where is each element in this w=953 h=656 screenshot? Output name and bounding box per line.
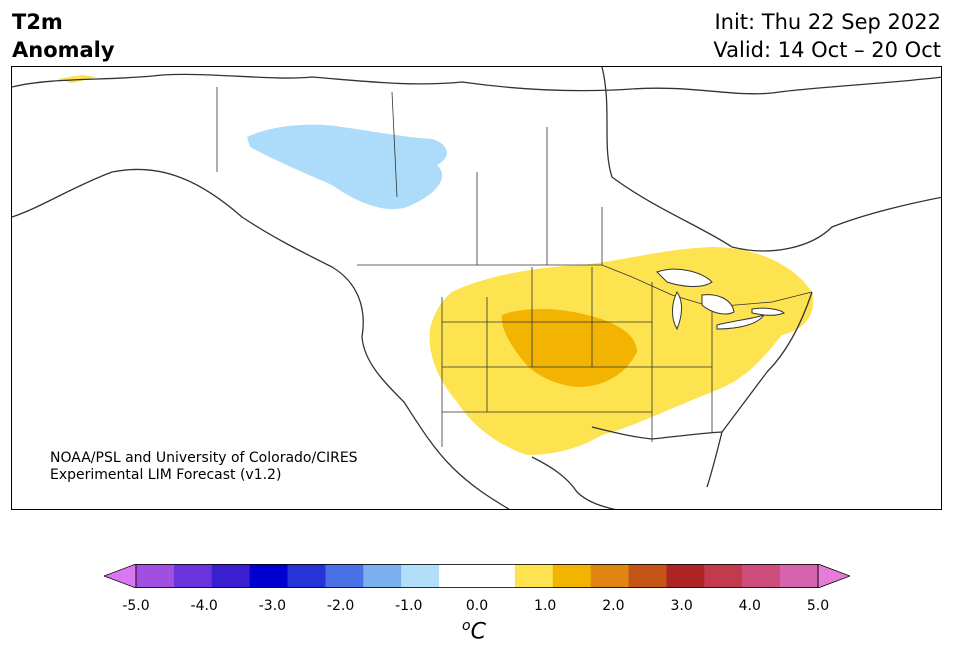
init-date: Init: Thu 22 Sep 2022	[714, 10, 941, 34]
arctic-warm-spot	[57, 75, 97, 83]
colorbar-bin	[136, 564, 175, 588]
colorbar-bin	[439, 564, 478, 588]
colorbar-bin	[173, 564, 213, 588]
colorbar-tick-label: 2.0	[602, 598, 625, 614]
colorbar-bin	[552, 564, 592, 588]
data-credit: NOAA/PSL and University of Colorado/CIRE…	[50, 450, 358, 484]
map-panel: NOAA/PSL and University of Colorado/CIRE…	[11, 66, 942, 510]
valid-range: Valid: 14 Oct – 20 Oct	[713, 38, 941, 62]
forecast-dates: Init: Thu 22 Sep 2022 Valid: 14 Oct – 20…	[713, 8, 941, 64]
strong-warm-anomaly-region	[501, 309, 637, 387]
colorbar-tick-label: -5.0	[122, 598, 150, 614]
colorbar-svg	[102, 563, 852, 589]
colorbar-bin	[666, 564, 705, 588]
colorbar-bin	[363, 564, 402, 588]
map-title-line2: Anomaly	[12, 38, 115, 62]
colorbar-frame	[135, 564, 819, 589]
colorbar-unit: oC	[462, 618, 486, 644]
colorbar-tick-label: 0.0	[465, 598, 489, 614]
colorbar-ticks: -5.0 -4.0 -3.0 -2.0 -1.0 0.0 1.0 2.0 3.0 4.0 5.0	[0, 598, 953, 618]
colorbar-tick-label: 3.0	[670, 598, 693, 614]
cold-anomaly-region	[247, 124, 447, 210]
colorbar-bin	[325, 564, 364, 588]
colorbar-bin	[211, 564, 251, 588]
colorbar-extension-low	[102, 563, 137, 589]
colorbar-tick-label: 5.0	[806, 598, 830, 614]
colorbar-bin	[628, 564, 667, 588]
map-canvas	[12, 67, 941, 509]
political-borders	[216, 87, 813, 447]
colorbar-bin	[287, 564, 326, 588]
colorbar-bin	[477, 564, 516, 588]
colorbar-tick-label: 1.0	[534, 598, 557, 614]
credit-line2: Experimental LIM Forecast (v1.2)	[50, 467, 282, 483]
great-lakes	[656, 268, 785, 331]
colorbar-bin	[780, 564, 819, 588]
colorbar-extension-high	[817, 563, 852, 589]
credit-line1: NOAA/PSL and University of Colorado/CIRE…	[50, 450, 358, 466]
colorbar-tick-label: -2.0	[326, 598, 355, 614]
colorbar	[102, 563, 852, 589]
colorbar-bin	[704, 564, 743, 588]
map-title-line1: T2m	[12, 10, 63, 34]
coastlines	[12, 67, 941, 509]
colorbar-bin	[742, 564, 781, 588]
unit-letter: C	[470, 619, 486, 645]
colorbar-tick-label: -4.0	[190, 598, 218, 614]
colorbar-tick-label: -3.0	[258, 598, 287, 614]
colorbar-bin	[590, 564, 630, 588]
map-title: T2m Anomaly	[12, 8, 115, 64]
colorbar-tick-label: -1.0	[395, 598, 423, 614]
colorbar-bin	[401, 564, 440, 588]
colorbar-tick-label: 4.0	[738, 598, 761, 614]
unit-degree-sup: o	[462, 618, 471, 634]
colorbar-bin	[249, 564, 289, 588]
colorbar-bin	[514, 564, 554, 588]
